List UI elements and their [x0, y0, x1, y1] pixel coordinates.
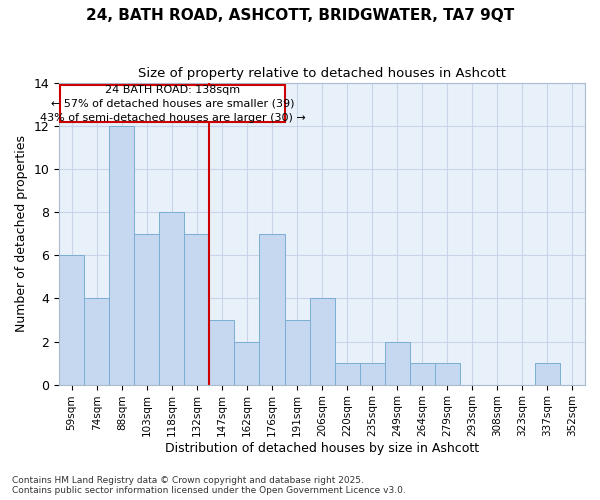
Bar [359, 363, 385, 384]
Bar [160, 212, 184, 384]
Text: 24, BATH ROAD, ASHCOTT, BRIDGWATER, TA7 9QT: 24, BATH ROAD, ASHCOTT, BRIDGWATER, TA7 … [86, 8, 514, 22]
Title: Size of property relative to detached houses in Ashcott: Size of property relative to detached ho… [138, 68, 506, 80]
Bar [109, 126, 134, 384]
Bar [335, 363, 359, 384]
Bar [59, 256, 84, 384]
Bar [284, 320, 310, 384]
Bar [84, 298, 109, 384]
Text: 24 BATH ROAD: 138sqm
← 57% of detached houses are smaller (39)
43% of semi-detac: 24 BATH ROAD: 138sqm ← 57% of detached h… [40, 84, 305, 122]
Bar [259, 234, 284, 384]
FancyBboxPatch shape [61, 85, 284, 122]
Text: Contains HM Land Registry data © Crown copyright and database right 2025.
Contai: Contains HM Land Registry data © Crown c… [12, 476, 406, 495]
Y-axis label: Number of detached properties: Number of detached properties [15, 136, 28, 332]
Bar [310, 298, 335, 384]
Bar [134, 234, 160, 384]
X-axis label: Distribution of detached houses by size in Ashcott: Distribution of detached houses by size … [165, 442, 479, 455]
Bar [410, 363, 435, 384]
Bar [209, 320, 235, 384]
Bar [535, 363, 560, 384]
Bar [435, 363, 460, 384]
Bar [184, 234, 209, 384]
Bar [235, 342, 259, 384]
Bar [385, 342, 410, 384]
